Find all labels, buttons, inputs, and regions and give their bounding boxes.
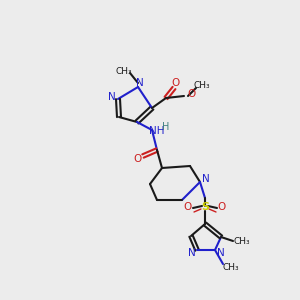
Text: CH₃: CH₃	[234, 238, 250, 247]
Text: N: N	[188, 248, 196, 258]
Text: N: N	[136, 78, 144, 88]
Text: CH₃: CH₃	[194, 80, 210, 89]
Text: O: O	[218, 202, 226, 212]
Text: CH₃: CH₃	[116, 67, 132, 76]
Text: NH: NH	[149, 126, 165, 136]
Text: CH₃: CH₃	[223, 262, 239, 272]
Text: N: N	[108, 92, 116, 102]
Text: O: O	[134, 154, 142, 164]
Text: H: H	[162, 122, 170, 132]
Text: S: S	[201, 202, 209, 212]
Text: N: N	[217, 248, 225, 258]
Text: O: O	[187, 89, 195, 99]
Text: N: N	[202, 174, 210, 184]
Text: O: O	[171, 78, 179, 88]
Text: O: O	[183, 202, 191, 212]
